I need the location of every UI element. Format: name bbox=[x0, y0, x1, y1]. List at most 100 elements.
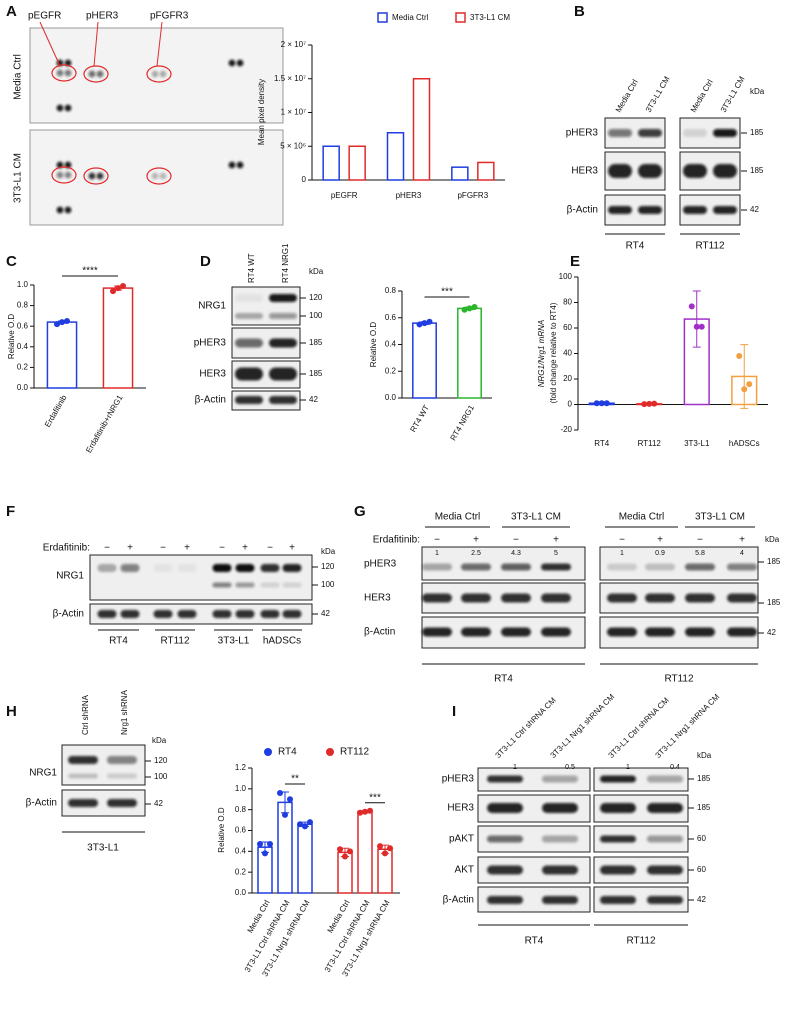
band bbox=[260, 564, 280, 572]
data-point bbox=[262, 850, 268, 857]
band bbox=[600, 896, 636, 904]
band bbox=[645, 627, 675, 637]
data-point bbox=[307, 819, 313, 826]
group-label: RT4 bbox=[525, 936, 544, 947]
row-label: pHER3 bbox=[442, 774, 475, 785]
kda-label: kDa bbox=[750, 87, 765, 96]
data-point bbox=[416, 321, 423, 328]
data-point bbox=[466, 305, 473, 312]
group-label: RT4 bbox=[626, 241, 645, 252]
column-label: Ctrl shRNA bbox=[81, 694, 90, 735]
bar bbox=[46, 321, 78, 389]
array-spot bbox=[64, 69, 72, 77]
highlight-ring bbox=[51, 166, 77, 184]
kda-value: 120 bbox=[321, 562, 335, 571]
group-label: RT112 bbox=[664, 674, 694, 685]
band bbox=[501, 593, 531, 603]
band bbox=[269, 396, 297, 404]
highlight-ring bbox=[146, 65, 172, 83]
kda-value: 185 bbox=[697, 774, 711, 783]
band bbox=[638, 206, 662, 214]
band bbox=[713, 164, 737, 178]
pointer bbox=[156, 21, 163, 67]
panel-label: I bbox=[452, 703, 456, 720]
band bbox=[235, 582, 255, 588]
band bbox=[608, 206, 632, 214]
treatment-sign: + bbox=[289, 543, 295, 554]
band bbox=[107, 773, 137, 779]
band bbox=[153, 610, 173, 618]
pointer bbox=[39, 21, 61, 67]
band bbox=[727, 563, 757, 571]
row-label: β-Actin bbox=[195, 395, 226, 406]
legend-marker bbox=[326, 748, 334, 756]
quant-label: 0.4 bbox=[670, 764, 680, 771]
column-label: 3T3-L1 CM bbox=[644, 75, 672, 114]
panel-label: H bbox=[6, 703, 17, 720]
data-point bbox=[302, 823, 308, 830]
band bbox=[638, 164, 662, 178]
data-point bbox=[746, 381, 753, 388]
kda-value: 185 bbox=[767, 598, 781, 607]
y-tick-label: 0.2 bbox=[385, 366, 397, 375]
kda-label: kDa bbox=[697, 751, 712, 760]
bar bbox=[412, 322, 437, 399]
kda-label: kDa bbox=[321, 547, 336, 556]
data-point bbox=[741, 386, 748, 393]
band bbox=[235, 367, 263, 381]
kda-value: 60 bbox=[697, 834, 706, 843]
quant-label: 0.5 bbox=[565, 764, 575, 771]
y-tick-label: 0.4 bbox=[385, 340, 397, 349]
kda-value: 100 bbox=[321, 580, 335, 589]
band bbox=[487, 865, 523, 875]
panel-label: C bbox=[6, 253, 17, 270]
array-spot bbox=[236, 161, 244, 169]
treatment-label: Erdafitinib: bbox=[373, 535, 420, 546]
kda-value: 60 bbox=[697, 865, 706, 874]
band bbox=[487, 896, 523, 904]
kda-label: kDa bbox=[152, 736, 167, 745]
legend-label: Media Ctrl bbox=[392, 13, 429, 22]
band bbox=[608, 164, 632, 178]
treatment-sign: + bbox=[657, 535, 663, 546]
band bbox=[282, 582, 302, 588]
band bbox=[685, 627, 715, 637]
quant-label: 0.9 bbox=[655, 550, 665, 557]
band bbox=[542, 865, 578, 875]
band bbox=[235, 610, 255, 618]
band bbox=[607, 593, 637, 603]
array-spot bbox=[96, 172, 104, 180]
panel-label: D bbox=[200, 253, 211, 270]
array-spot bbox=[96, 70, 104, 78]
data-point bbox=[651, 400, 658, 407]
bar bbox=[412, 78, 431, 181]
kda-value: 42 bbox=[321, 609, 330, 618]
data-point bbox=[110, 288, 116, 295]
treatment-label: Erdafitinib: bbox=[43, 543, 90, 554]
band bbox=[501, 563, 531, 571]
y-axis-label: NRG1/Nrg1 mRNA bbox=[537, 320, 546, 388]
array-spot bbox=[56, 104, 64, 112]
data-point bbox=[342, 853, 348, 860]
band bbox=[487, 803, 523, 813]
bar bbox=[451, 166, 469, 181]
row-label: β-Actin bbox=[567, 205, 598, 216]
array-spot bbox=[56, 69, 64, 77]
data-point bbox=[59, 319, 65, 326]
error-bar bbox=[740, 344, 749, 409]
row-label: NRG1 bbox=[198, 301, 226, 312]
quant-label: 1 bbox=[626, 764, 630, 771]
kda-label: kDa bbox=[309, 267, 324, 276]
band bbox=[97, 610, 117, 618]
x-tick-label: pFGFR3 bbox=[457, 191, 488, 200]
band bbox=[107, 756, 137, 764]
treatment-sign: + bbox=[242, 543, 248, 554]
quant-label: 1 bbox=[620, 550, 624, 557]
highlight-ring bbox=[83, 167, 109, 185]
band bbox=[260, 610, 280, 618]
y-tick-label: 20 bbox=[563, 374, 572, 383]
band bbox=[713, 206, 737, 214]
band bbox=[727, 593, 757, 603]
blot-frame bbox=[231, 286, 301, 326]
y-tick-label: 0.0 bbox=[17, 383, 29, 392]
